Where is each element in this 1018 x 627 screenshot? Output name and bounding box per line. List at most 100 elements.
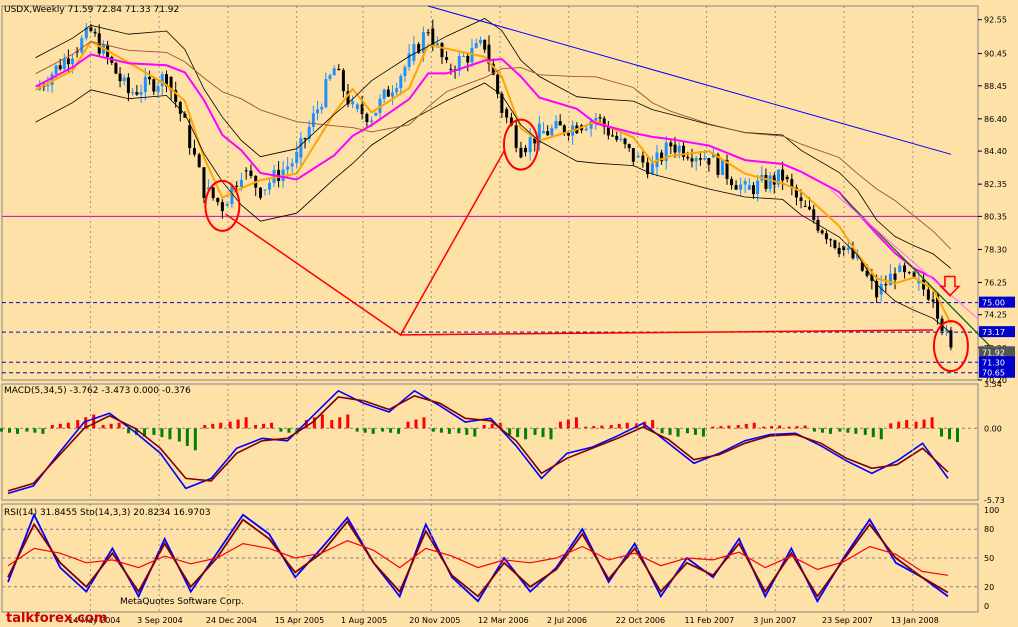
candle-body: [152, 79, 156, 92]
y-tick-label: 90.45: [984, 50, 1007, 59]
candle-body: [730, 178, 734, 186]
candle-body: [772, 175, 776, 185]
candle-body: [808, 206, 812, 210]
candle-body: [462, 55, 466, 57]
long-moving-average: [35, 41, 952, 250]
candle-body: [126, 77, 130, 94]
x-tick-label: 20 Nov 2005: [409, 616, 460, 625]
y-tick-label: 70.20: [984, 376, 1007, 385]
candle-body: [524, 147, 528, 153]
candle-body: [207, 187, 211, 190]
macd-histogram-bar: [668, 428, 672, 435]
watermark-text: talkforex.com: [6, 611, 107, 626]
candle-body: [528, 137, 532, 153]
macd-histogram-bar: [584, 426, 588, 429]
candle-body: [711, 154, 715, 158]
upper-bollinger-band: [35, 18, 952, 269]
macd-histogram-bar: [787, 426, 791, 429]
footer-text: MetaQuotes Software Corp.: [120, 597, 244, 607]
candle-body: [235, 185, 239, 187]
macd-title: MACD(5,34,5) -3.762 -3.473 0.000 -0.376: [4, 386, 191, 396]
candle-body: [907, 272, 911, 274]
macd-histogram-bar: [219, 422, 223, 429]
candle-body: [598, 117, 602, 119]
candle-body: [922, 279, 926, 290]
macd-histogram-bar: [465, 428, 469, 435]
candle-body: [739, 184, 743, 190]
lower-bollinger-band: [35, 82, 952, 334]
candle-body: [239, 179, 243, 187]
candle-body: [716, 154, 720, 175]
candle-body: [365, 113, 369, 123]
candle-body: [537, 123, 541, 144]
macd-histogram-bar: [160, 428, 164, 438]
x-tick-label: 23 Sep 2007: [822, 616, 873, 625]
candle-body: [627, 144, 631, 149]
rsi-line: [7, 540, 949, 576]
macd-histogram-bar: [558, 421, 562, 429]
macd-histogram-bar: [117, 422, 121, 429]
candle-body: [829, 239, 833, 241]
macd-histogram-bar: [693, 428, 697, 435]
oscillator-tick-label: 100: [984, 506, 999, 515]
macd-histogram-bar: [397, 428, 401, 434]
highlight-circle: [204, 179, 241, 232]
macd-histogram-bar: [312, 417, 316, 429]
candle-body: [743, 181, 747, 185]
candle-body: [768, 175, 772, 189]
x-tick-label: 13 Jan 2008: [891, 616, 939, 625]
macd-histogram-bar: [482, 424, 486, 429]
y-tick-label: 86.40: [984, 115, 1007, 124]
y-tick-label: 88.45: [984, 82, 1007, 91]
candle-body: [386, 89, 390, 97]
macd-histogram-bar: [820, 428, 824, 433]
x-tick-label: 3 Sep 2004: [137, 616, 183, 625]
macd-histogram-bar: [33, 428, 37, 433]
candle-body: [131, 92, 135, 94]
candle-body: [89, 27, 93, 31]
macd-histogram-bar: [25, 428, 29, 432]
candle-body: [135, 92, 139, 95]
candle-body: [785, 176, 789, 180]
candle-body: [46, 85, 50, 87]
macd-histogram-bar: [16, 428, 19, 434]
macd-histogram-bar: [617, 423, 621, 429]
candle-body: [337, 68, 341, 71]
candle-body: [80, 38, 84, 53]
candle-body: [734, 185, 738, 190]
candle-body: [407, 53, 411, 68]
candle-body: [50, 74, 54, 86]
fast-moving-average: [35, 40, 952, 325]
candle-body: [781, 169, 785, 181]
candle-body: [509, 117, 513, 126]
macd-histogram-bar: [8, 428, 11, 433]
macd-histogram-bar: [508, 428, 512, 435]
macd-histogram-bar: [930, 417, 934, 429]
candle-body: [58, 65, 62, 70]
macd-histogram-bar: [762, 426, 766, 429]
price-chart-title: USDX,Weekly 71.59 72.84 71.33 71.92: [4, 5, 179, 15]
price-tag: [979, 346, 1015, 358]
candle-body: [211, 187, 215, 198]
y-tick-label: 82.35: [984, 180, 1007, 189]
macd-histogram-bar: [338, 417, 342, 429]
price-tag: [979, 296, 1015, 308]
neckline: [400, 329, 934, 336]
candle-body: [944, 330, 948, 332]
macd-histogram-bar: [177, 428, 181, 442]
candle-body: [682, 145, 686, 157]
candle-body: [884, 284, 888, 286]
candle-body: [435, 43, 439, 46]
candle-body: [949, 330, 953, 348]
macd-histogram-bar: [922, 419, 926, 429]
candle-body: [220, 202, 224, 212]
macd-histogram-bar: [838, 428, 842, 432]
candle-body: [865, 270, 869, 276]
candle-body: [66, 58, 70, 65]
macd-histogram-bar: [490, 423, 494, 429]
macd-histogram-bar: [254, 424, 258, 429]
candle-body: [602, 118, 606, 127]
candle-body: [290, 163, 294, 167]
candle-body: [466, 55, 470, 63]
macd-histogram-bar: [193, 428, 197, 451]
